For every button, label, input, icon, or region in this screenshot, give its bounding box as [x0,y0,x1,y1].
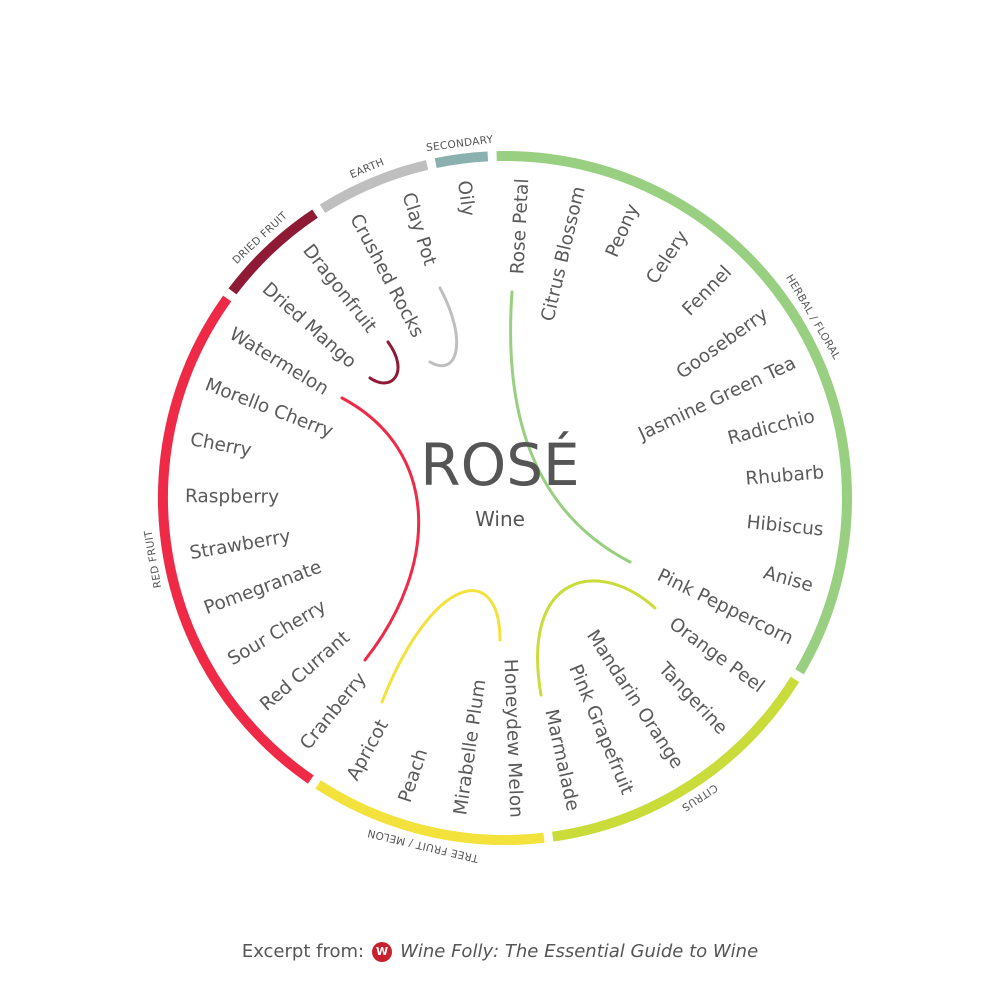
wine-folly-logo-icon: W [372,941,393,962]
wine-title: ROSÉ [420,430,579,499]
flavor-label: Celery [642,227,693,288]
group-arc [315,780,545,845]
group-connector [368,340,400,385]
flavor-label: Cherry [188,429,253,461]
group-connector [380,589,502,704]
group-label: SECONDARY [425,134,494,155]
wine-subtitle: Wine [475,507,525,531]
book-title: Wine Folly: The Essential Guide to Wine [400,941,759,962]
flavor-label: Citrus Blossom [538,184,590,323]
flavor-label: Clay Pot [397,190,440,268]
group-arc [319,160,429,214]
flavor-label: Mirabelle Plum [450,678,490,816]
group-connector [428,286,459,368]
flavor-label: Oily [453,179,478,217]
flavor-label: Hibiscus [746,512,825,540]
group-connector [536,579,657,697]
flavor-label: Honeydew Melon [500,659,527,819]
flavor-label: Marmalade [540,707,583,813]
group-arc [228,209,318,295]
flavor-label: Peach [395,746,432,805]
group-arcs [158,151,852,845]
group-arc [496,151,852,675]
group-connector [509,290,632,564]
flavor-label: Rhubarb [745,462,825,489]
group-arc [434,151,489,168]
group-connector [340,396,421,662]
footer-prefix: Excerpt from: [241,941,365,962]
group-arc [552,676,800,842]
group-connectors [340,286,657,704]
group-arc [158,295,314,784]
flavor-label: Strawberry [188,526,292,564]
flavor-label: Radicchio [725,406,817,449]
footer: Excerpt from: W Wine Folly: The Essentia… [0,941,1000,962]
flavor-label: Peony [602,201,644,261]
flavor-label: Raspberry [185,486,279,508]
flavor-label: Fennel [679,262,737,320]
flavor-label: Anise [761,562,815,596]
flavor-label: Apricot [343,716,393,784]
flavor-label: Rose Petal [507,178,533,275]
